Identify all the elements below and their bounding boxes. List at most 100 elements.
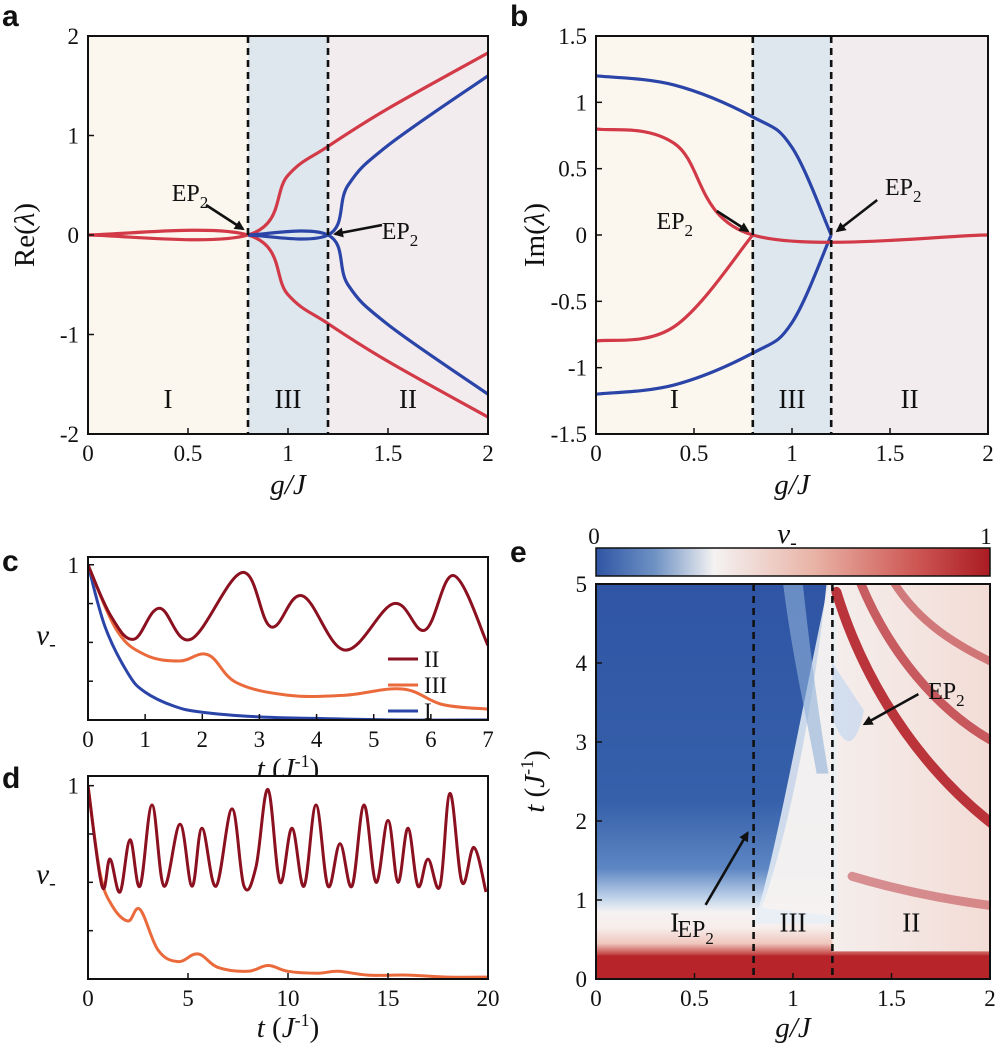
series-group	[88, 51, 488, 419]
y-tick-label: 3	[576, 730, 588, 755]
x-tick-label: 2	[197, 727, 209, 752]
y-tick-label: 2	[576, 809, 588, 834]
region-label-ii: II	[901, 384, 919, 414]
series-line-1	[88, 785, 488, 894]
colorbar-tick-min: 0	[588, 524, 600, 549]
y-tick-label: 0	[68, 223, 80, 248]
y-tick-label: -1.5	[551, 422, 587, 447]
series-line-3	[596, 127, 988, 244]
region-label-i: I	[670, 908, 679, 938]
panel-letter-e: e	[510, 536, 527, 569]
panel-b: 0 0.5 1 1.5 21.510.50-0.5-1-1.5I III IIg/JIm(λ…	[510, 0, 994, 501]
x-tick-label: 1	[139, 727, 151, 752]
y-tick-label: 0.5	[558, 157, 587, 182]
legend-label-i: I	[424, 699, 432, 724]
y-tick-label: 2	[68, 24, 80, 49]
x-tick-label: 3	[254, 727, 266, 752]
heatmap-red-band-b	[856, 584, 990, 745]
region-iii-band	[752, 36, 832, 434]
ep2-annotation-2: EP2	[928, 679, 965, 710]
x-tick-label: 1.5	[876, 441, 905, 466]
ep2-arrow-1	[205, 203, 245, 231]
x-tick-label: 10	[277, 986, 300, 1011]
y-axis-label: Re(λ)	[9, 203, 41, 267]
x-tick-label: 4	[311, 727, 323, 752]
legend-label-iii: III	[424, 673, 447, 698]
x-tick-label: 0.5	[680, 986, 709, 1011]
x-tick-label: 0	[590, 441, 602, 466]
x-tick-label: 15	[377, 986, 400, 1011]
y-axis-label: v-	[36, 620, 56, 656]
region-label-ii: II	[399, 384, 417, 414]
region-label-i: I	[670, 384, 679, 414]
x-axis-label: g/J	[775, 1012, 812, 1044]
region-ii-band	[328, 36, 488, 434]
colorbar-tick-max: 1	[980, 524, 992, 549]
colorbar: 0 1 v-	[588, 518, 992, 577]
y-tick-label: -1	[60, 323, 79, 348]
series-line-4	[247, 229, 488, 396]
series-line-1	[88, 51, 488, 242]
y-tick-label: -1	[568, 356, 587, 381]
ep2-arrow-2	[835, 198, 878, 233]
y-tick-label: 1	[576, 888, 588, 913]
ep2-arrow-2	[862, 692, 920, 726]
series-line-3	[247, 74, 488, 241]
x-tick-label: 6	[425, 727, 437, 752]
y-tick-label: 1.5	[558, 24, 587, 49]
y-tick-label: -2	[60, 422, 79, 447]
series-line-2	[88, 785, 488, 979]
y-tick-label: 1	[576, 90, 588, 115]
y-axis-label: t (J-1)	[517, 750, 551, 813]
panel-d: 0 5 10 15 20 1 t (J-1) v-d	[2, 762, 500, 1044]
y-axis-label-group: t (J-1)	[517, 750, 551, 813]
x-tick-label: 0	[590, 986, 602, 1011]
panel-letter-b: b	[510, 0, 528, 33]
x-tick-label: 7	[482, 727, 494, 752]
plot-background	[88, 557, 488, 720]
heatmap-red-band-a	[890, 584, 990, 666]
heatmap-white-region	[761, 584, 833, 916]
ep2-arrow-1	[716, 209, 750, 233]
y-tick-label: 5	[576, 572, 588, 597]
x-tick-label: 2	[982, 441, 994, 466]
heatmap-blue-tail	[783, 584, 829, 774]
y-axis-label: Im(λ)	[519, 203, 551, 267]
colorbar-gradient	[595, 547, 991, 577]
region-i-band	[596, 36, 753, 434]
panel-letter-c: c	[2, 545, 19, 578]
panel-letter-a: a	[2, 0, 19, 33]
series-line-1	[596, 74, 833, 236]
y-tick-label: 0	[576, 223, 588, 248]
x-axis-label: g/J	[270, 469, 307, 501]
x-tick-label: 0.5	[174, 441, 203, 466]
ep2-annotation-1: EP2	[172, 181, 209, 212]
series-line-4	[596, 233, 755, 343]
x-tick-label: 5	[182, 986, 194, 1011]
x-tick-label: 20	[477, 986, 500, 1011]
x-tick-label: 5	[368, 727, 380, 752]
ep2-arrow-2	[333, 223, 383, 238]
x-tick-label: 1	[786, 441, 798, 466]
x-tick-label: 2	[482, 441, 494, 466]
ep2-arrow-1	[704, 831, 749, 906]
x-tick-label: 0.5	[680, 441, 709, 466]
region-label-iii: III	[779, 384, 806, 414]
colorbar-label: v-	[777, 518, 797, 554]
series-line-2	[88, 564, 488, 711]
y-tick-label: 4	[576, 651, 588, 676]
panel-letter-d: d	[2, 762, 20, 795]
series-group	[88, 785, 488, 979]
region-label-iii: III	[780, 908, 807, 938]
y-tick-label: 1	[68, 774, 80, 799]
heatmap-ep-pocket	[832, 663, 864, 742]
x-tick-label: 1.5	[374, 441, 403, 466]
x-tick-label: 2	[984, 986, 996, 1011]
heatmap-red-band-c	[831, 586, 990, 829]
region-label-iii: III	[275, 384, 302, 414]
plot-frame	[87, 556, 489, 721]
